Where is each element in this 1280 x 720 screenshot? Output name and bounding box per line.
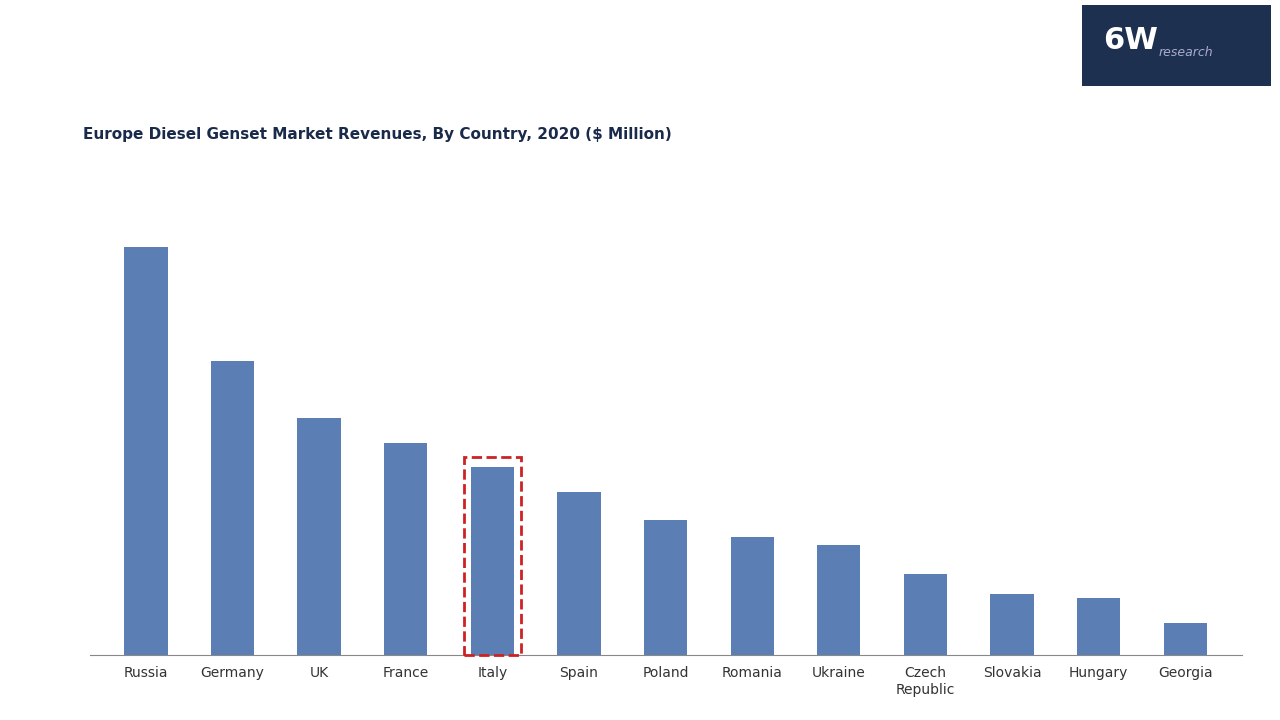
Bar xyxy=(463,457,521,655)
Bar xyxy=(991,594,1034,655)
Bar xyxy=(297,418,340,655)
Bar xyxy=(557,492,600,655)
Bar xyxy=(124,247,168,655)
Bar xyxy=(1164,623,1207,655)
Bar xyxy=(471,467,515,655)
Bar xyxy=(904,574,947,655)
Text: research: research xyxy=(1158,45,1213,59)
FancyBboxPatch shape xyxy=(1082,4,1271,86)
Text: Europe Diesel Genset Market Revenues, By Country, 2020 ($ Million): Europe Diesel Genset Market Revenues, By… xyxy=(83,127,672,142)
Bar xyxy=(817,545,860,655)
Text: Top 13 Countries in Europe Diesel Genset Market: Top 13 Countries in Europe Diesel Genset… xyxy=(19,27,1042,63)
Bar xyxy=(644,521,687,655)
Bar xyxy=(384,443,428,655)
Bar xyxy=(731,537,774,655)
Bar xyxy=(1076,598,1120,655)
Bar xyxy=(211,361,255,655)
Text: 6W: 6W xyxy=(1103,26,1158,55)
